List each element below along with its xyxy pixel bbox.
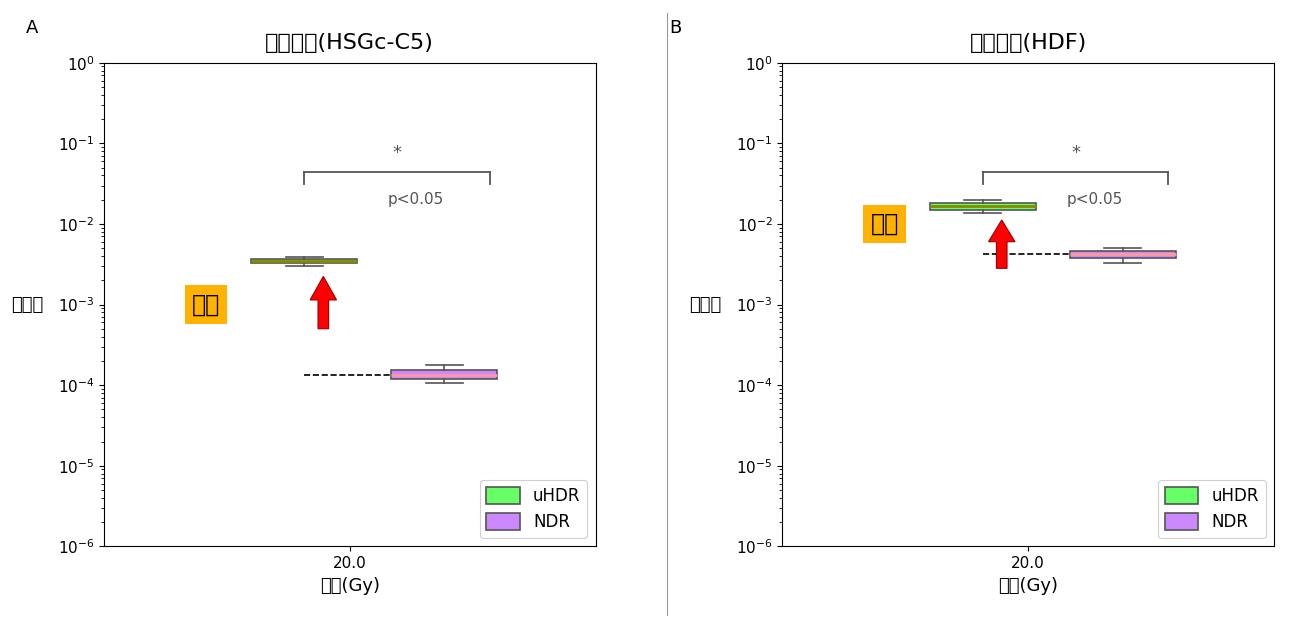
Text: 増加: 増加 [192, 293, 220, 317]
X-axis label: 線量(Gy): 線量(Gy) [320, 577, 380, 595]
Text: p<0.05: p<0.05 [1066, 192, 1122, 207]
Text: A: A [26, 19, 39, 37]
Y-axis label: 生残率: 生残率 [10, 296, 43, 313]
Polygon shape [311, 276, 337, 328]
X-axis label: 線量(Gy): 線量(Gy) [998, 577, 1058, 595]
Y-axis label: 生残率: 生残率 [689, 296, 722, 313]
Bar [1070, 251, 1175, 258]
Legend: uHDR, NDR: uHDR, NDR [1158, 480, 1266, 538]
Text: *: * [393, 144, 402, 162]
Text: p<0.05: p<0.05 [387, 192, 445, 207]
Bar [930, 203, 1036, 210]
Polygon shape [988, 220, 1015, 268]
Text: B: B [670, 19, 681, 37]
Bar [391, 370, 498, 379]
Bar [251, 259, 358, 263]
Text: 増加: 増加 [871, 212, 898, 236]
Title: 正常細胞(HDF): 正常細胞(HDF) [970, 33, 1087, 53]
Legend: uHDR, NDR: uHDR, NDR [480, 480, 588, 538]
Text: *: * [1071, 144, 1080, 162]
Title: 腫瘍細胞(HSGc-C5): 腫瘍細胞(HSGc-C5) [265, 33, 434, 53]
